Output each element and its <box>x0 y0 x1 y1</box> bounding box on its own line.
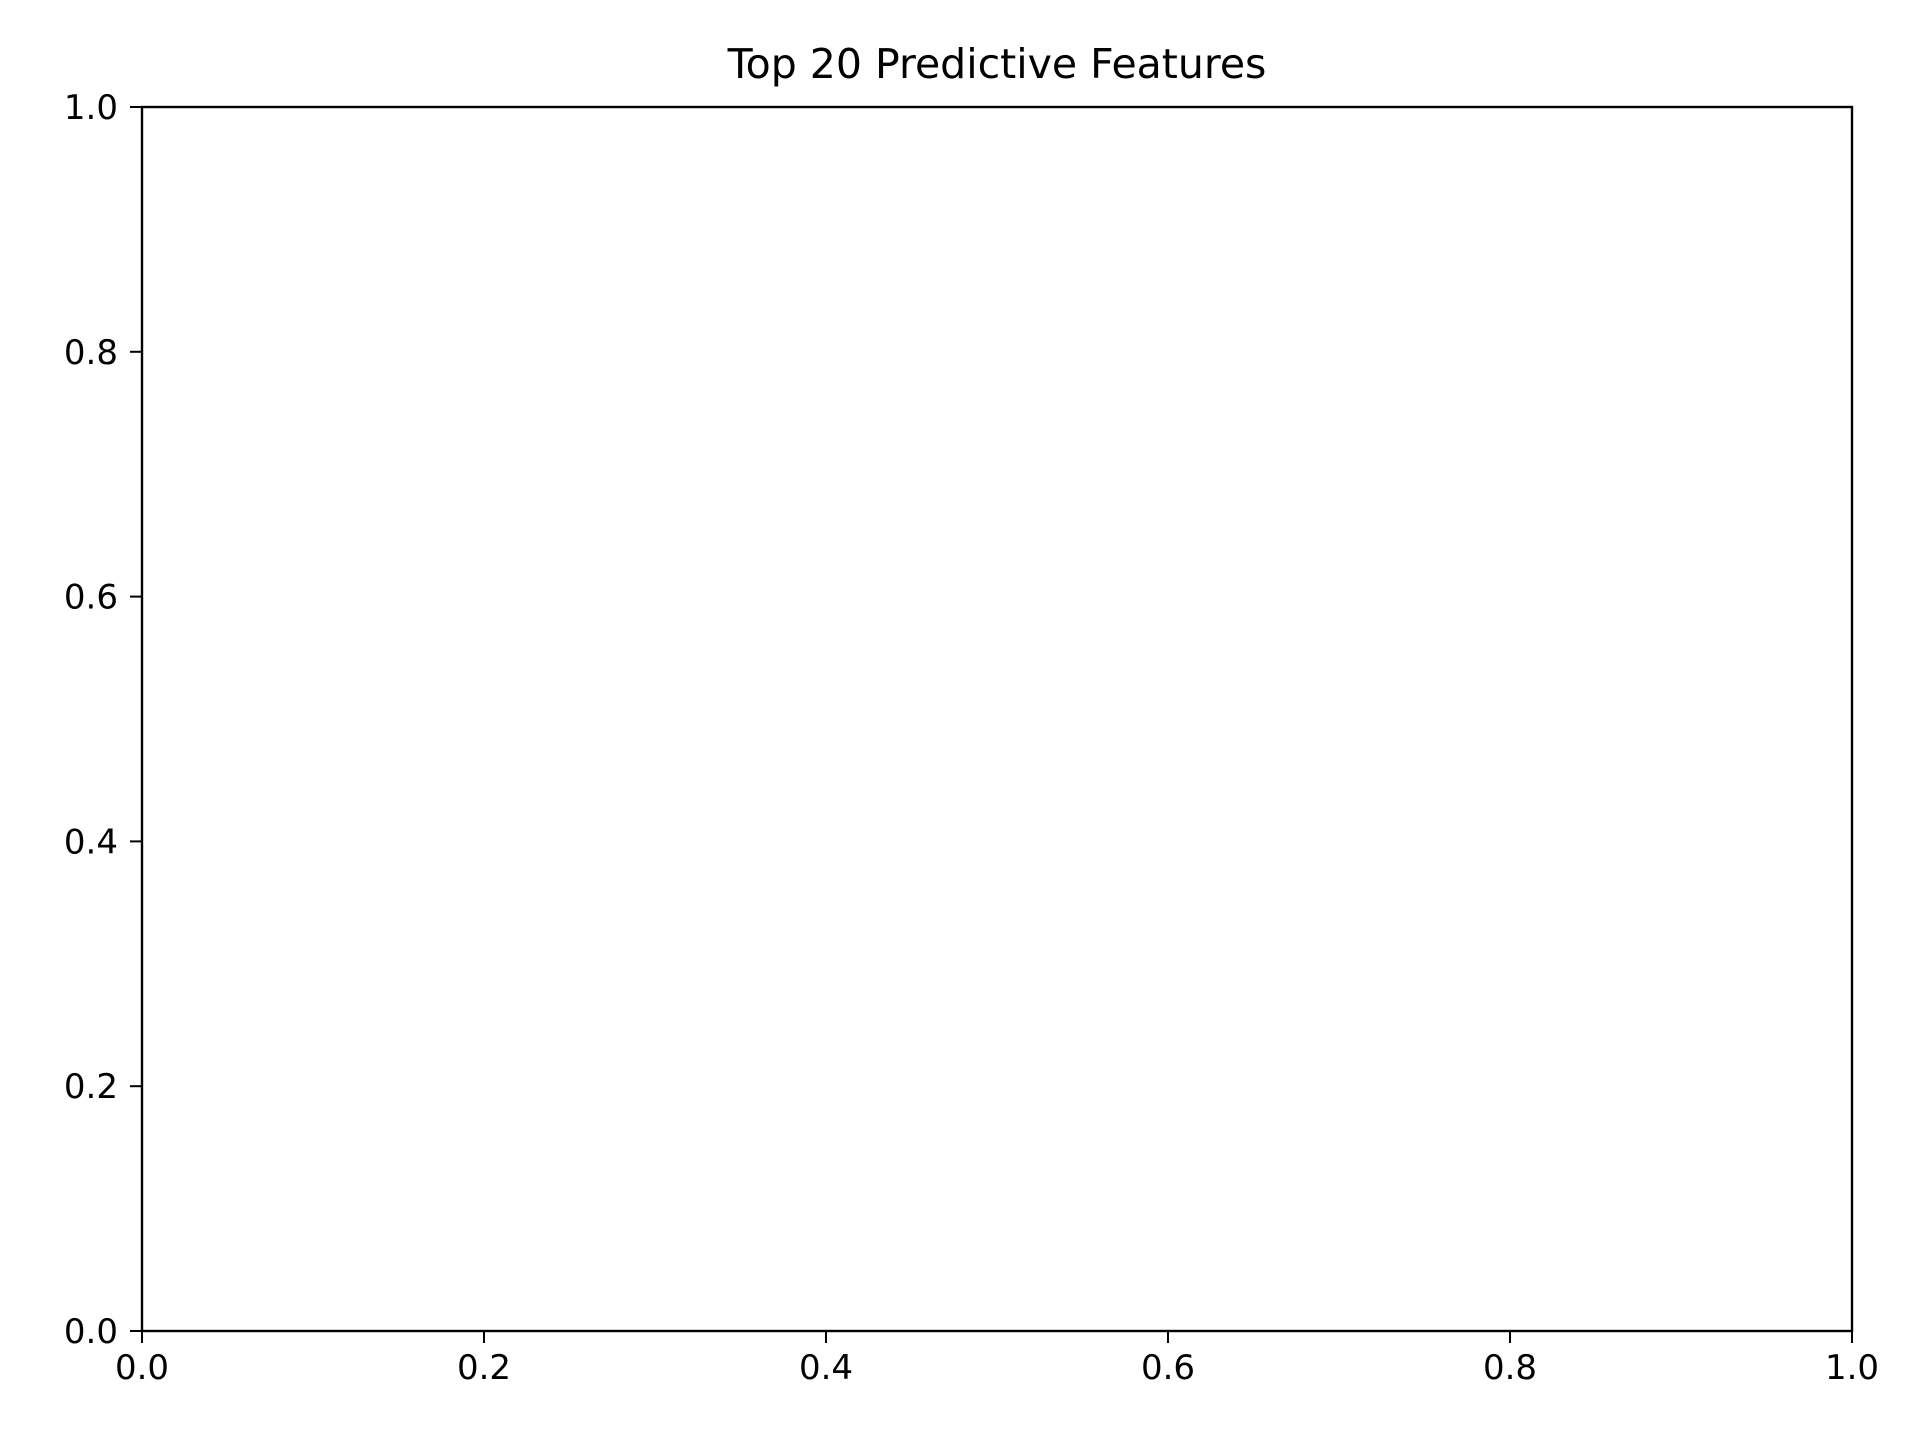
x-tick-label: 0.6 <box>1141 1348 1195 1388</box>
y-tick-label: 0.0 <box>64 1312 118 1352</box>
chart-title: Top 20 Predictive Features <box>727 40 1267 88</box>
y-axis: 0.0 0.2 0.4 0.6 0.8 1.0 <box>64 88 142 1352</box>
x-axis: 0.0 0.2 0.4 0.6 0.8 1.0 <box>115 1331 1879 1388</box>
plot-background <box>142 107 1852 1331</box>
y-tick-label: 0.2 <box>64 1067 118 1107</box>
x-tick-label: 0.8 <box>1483 1348 1537 1388</box>
plot-frame <box>140 105 1854 1333</box>
y-tick-label: 0.8 <box>64 333 118 373</box>
x-tick-label: 0.2 <box>457 1348 511 1388</box>
x-tick-label: 0.4 <box>799 1348 853 1388</box>
y-tick-label: 0.6 <box>64 578 118 618</box>
x-tick-label: 0.0 <box>115 1348 169 1388</box>
y-tick-label: 1.0 <box>64 88 118 128</box>
y-tick-label: 0.4 <box>64 822 118 862</box>
x-tick-label: 1.0 <box>1825 1348 1879 1388</box>
